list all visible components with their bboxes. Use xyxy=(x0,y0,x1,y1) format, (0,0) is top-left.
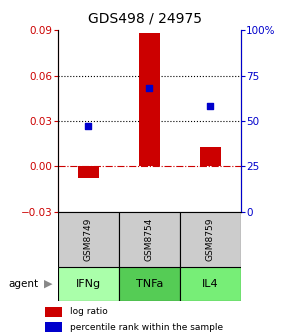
Text: GDS498 / 24975: GDS498 / 24975 xyxy=(88,11,202,26)
Text: IL4: IL4 xyxy=(202,279,219,289)
Text: percentile rank within the sample: percentile rank within the sample xyxy=(70,323,223,332)
Text: GSM8749: GSM8749 xyxy=(84,218,93,261)
Point xyxy=(208,104,213,109)
Bar xyxy=(78,166,99,178)
Bar xyxy=(119,267,180,301)
Text: ▶: ▶ xyxy=(44,279,52,289)
Bar xyxy=(200,147,221,166)
Bar xyxy=(139,33,160,166)
Text: GSM8759: GSM8759 xyxy=(206,218,215,261)
Bar xyxy=(45,307,62,317)
Text: log ratio: log ratio xyxy=(70,307,108,317)
Point xyxy=(86,124,91,129)
Bar xyxy=(45,322,62,332)
Bar xyxy=(180,267,241,301)
Bar xyxy=(58,212,119,267)
Bar xyxy=(119,212,180,267)
Text: GSM8754: GSM8754 xyxy=(145,218,154,261)
Point xyxy=(147,86,152,91)
Bar xyxy=(58,267,119,301)
Text: IFNg: IFNg xyxy=(76,279,101,289)
Text: agent: agent xyxy=(9,279,39,289)
Bar xyxy=(180,212,241,267)
Text: TNFa: TNFa xyxy=(136,279,163,289)
